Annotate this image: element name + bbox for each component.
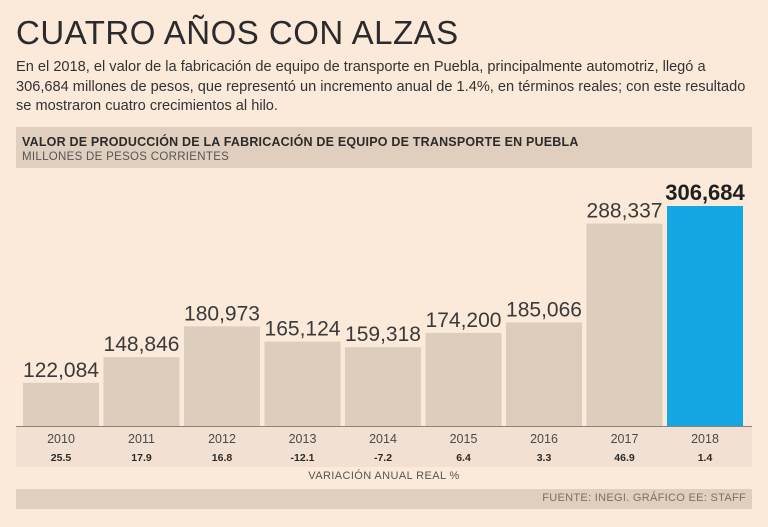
source-note: FUENTE: INEGI. GRÁFICO EE: STAFF [542,492,746,504]
value-label-2013: 165,124 [265,318,341,341]
year-label-2017: 2017 [611,432,639,446]
year-label-2010: 2010 [47,432,75,446]
value-label-2012: 180,973 [184,302,260,325]
year-label-2014: 2014 [369,432,397,446]
bar-2010 [23,382,99,426]
year-label-2016: 2016 [530,432,558,446]
headline: CUATRO AÑOS CON ALZAS [16,14,459,51]
value-label-2014: 159,318 [345,323,421,346]
variation-value-2015: 6.4 [456,452,471,464]
bar-2014 [345,347,421,426]
variation-value-2013: -12.1 [291,452,315,464]
bar-2018 [667,206,743,426]
years-band [16,427,752,467]
year-label-2015: 2015 [450,432,478,446]
bar-2013 [264,341,341,426]
bar-2012 [184,326,260,426]
year-label-2012: 2012 [208,432,236,446]
variation-value-2017: 46.9 [614,452,635,464]
bar-2011 [103,357,180,426]
variation-value-2018: 1.4 [698,452,713,464]
value-label-2010: 122,084 [23,359,99,382]
variation-value-2010: 25.5 [51,452,72,464]
year-label-2018: 2018 [691,432,719,446]
bar-2017 [586,223,663,426]
chart-title: VALOR DE PRODUCCIÓN DE LA FABRICACIÓN DE… [22,135,579,149]
intro-paragraph: En el 2018, el valor de la fabricación d… [16,59,746,114]
value-label-2018: 306,684 [665,180,745,205]
bar-2015 [425,332,502,426]
value-label-2016: 185,066 [506,299,582,322]
value-label-2017: 288,337 [587,200,663,223]
chart-header: VALOR DE PRODUCCIÓN DE LA FABRICACIÓN DE… [16,127,752,168]
footer-band [16,489,752,509]
year-label-2011: 2011 [128,432,155,446]
value-label-2015: 174,200 [426,309,502,332]
variation-axis-label: VARIACIÓN ANUAL REAL % [308,470,460,482]
value-label-2011: 148,846 [104,333,180,356]
bar-2016 [506,322,582,426]
year-label-2013: 2013 [289,432,317,446]
chart-subtitle: MILLONES DE PESOS CORRIENTES [22,151,230,163]
variation-value-2011: 17.9 [131,452,152,464]
variation-value-2012: 16.8 [212,452,233,464]
variation-value-2016: 3.3 [537,452,552,464]
variation-value-2014: -7.2 [374,452,392,464]
